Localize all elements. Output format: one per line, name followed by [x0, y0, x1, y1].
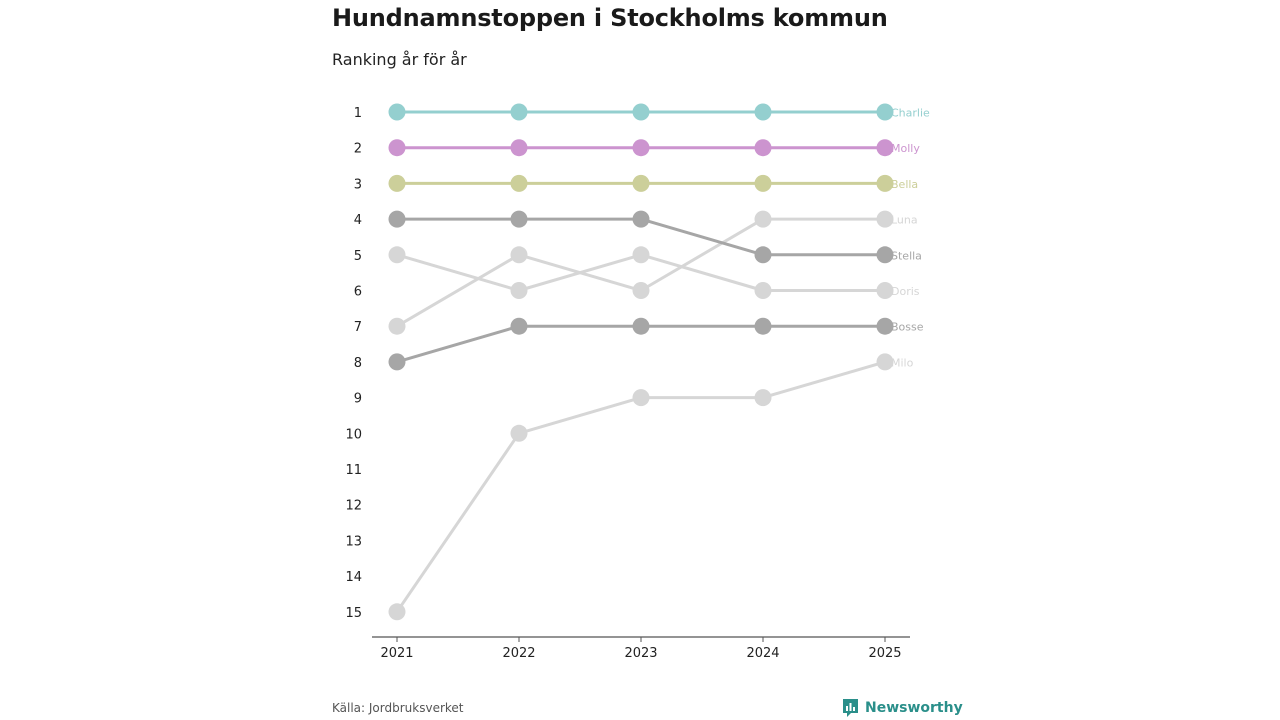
data-point-charlie	[388, 103, 406, 121]
data-point-luna	[754, 210, 772, 228]
data-point-stella	[388, 210, 406, 228]
data-point-charlie	[876, 103, 894, 121]
data-point-bosse	[388, 353, 406, 371]
y-tick-label: 11	[345, 463, 362, 478]
y-tick-label: 6	[354, 285, 362, 300]
y-tick-label: 15	[345, 606, 362, 621]
data-point-bella	[510, 174, 528, 192]
data-point-charlie	[754, 103, 772, 121]
chart-title: Hundnamnstoppen i Stockholms kommun	[332, 4, 888, 32]
x-tick-label: 2021	[380, 646, 413, 661]
y-tick-label: 7	[354, 320, 362, 335]
data-point-doris	[510, 282, 528, 299]
y-tick-label: 3	[354, 177, 362, 192]
series-label-molly: Molly	[891, 142, 920, 155]
data-point-milo	[876, 353, 894, 371]
series-label-charlie: Charlie	[891, 107, 930, 120]
data-point-molly	[876, 139, 894, 157]
data-point-milo	[754, 389, 772, 407]
data-point-molly	[754, 139, 772, 157]
data-point-milo	[388, 603, 406, 621]
data-point-milo	[510, 424, 528, 442]
data-point-stella	[754, 246, 772, 264]
x-tick-label: 2024	[746, 646, 779, 661]
series-label-bella: Bella	[891, 178, 918, 191]
data-point-stella	[632, 210, 650, 228]
data-point-doris	[876, 282, 894, 299]
data-point-molly	[632, 139, 650, 157]
series-label-doris: Doris	[891, 285, 920, 298]
y-tick-label: 2	[354, 142, 362, 157]
data-point-charlie	[510, 103, 528, 121]
data-point-bella	[388, 174, 406, 192]
x-tick-label: 2023	[624, 646, 657, 661]
data-point-doris	[632, 246, 650, 264]
data-point-doris	[754, 282, 772, 299]
data-point-bosse	[510, 317, 528, 335]
data-point-luna	[510, 246, 528, 264]
y-tick-label: 8	[354, 356, 362, 371]
y-tick-label: 14	[345, 570, 362, 585]
series-line-luna	[395, 217, 887, 328]
y-tick-label: 4	[354, 213, 362, 228]
data-point-milo	[632, 389, 650, 407]
brand-name: Newsworthy	[865, 700, 963, 716]
y-tick-label: 5	[354, 249, 362, 264]
data-point-stella	[510, 210, 528, 228]
data-point-luna	[876, 210, 894, 228]
brand-logo: Newsworthy	[842, 698, 963, 718]
data-point-doris	[388, 246, 406, 264]
data-point-charlie	[632, 103, 650, 121]
series-label-milo: Milo	[891, 356, 914, 369]
source-note: Källa: Jordbruksverket	[332, 701, 464, 715]
newsworthy-logo-icon	[843, 699, 858, 717]
data-point-molly	[510, 139, 528, 157]
data-point-luna	[632, 282, 650, 299]
data-point-bella	[754, 174, 772, 192]
series-label-stella: Stella	[891, 249, 922, 262]
x-tick-label: 2022	[502, 646, 535, 661]
data-point-bosse	[876, 317, 894, 335]
data-point-molly	[388, 139, 406, 157]
series-label-bosse: Bosse	[891, 321, 924, 334]
y-tick-label: 13	[345, 534, 362, 549]
data-point-bosse	[632, 317, 650, 335]
y-tick-label: 10	[345, 427, 362, 442]
y-tick-label: 1	[354, 106, 362, 121]
y-tick-label: 9	[354, 392, 362, 407]
x-tick-label: 2025	[868, 646, 901, 661]
series-label-luna: Luna	[891, 214, 918, 227]
data-point-bosse	[754, 317, 772, 335]
data-point-bella	[632, 174, 650, 192]
data-point-luna	[388, 317, 406, 335]
data-point-stella	[876, 246, 894, 264]
data-point-bella	[876, 174, 894, 192]
y-tick-label: 12	[345, 499, 362, 514]
chart-subtitle: Ranking år för år	[332, 50, 467, 69]
